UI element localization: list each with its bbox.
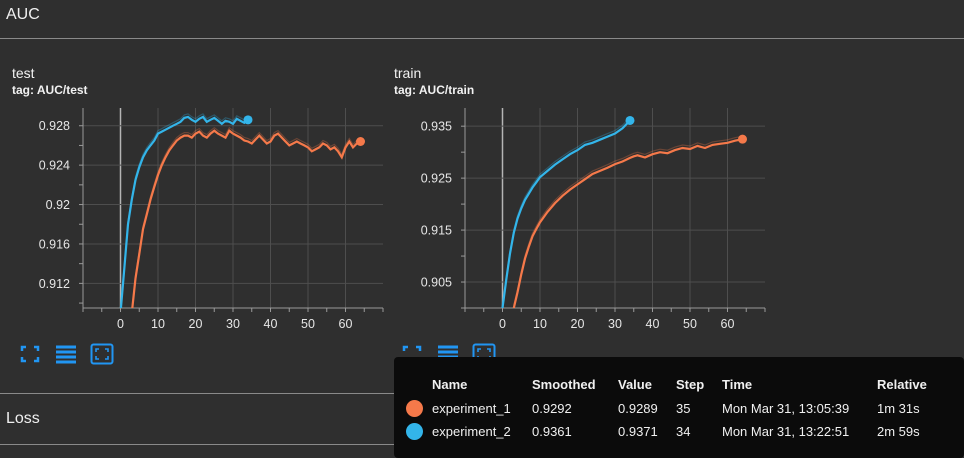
x-tick-label: 0 (499, 317, 506, 331)
col-step: Step (676, 377, 705, 392)
tooltip-header-row: Name Smoothed Value Step Time Relative (406, 377, 935, 397)
series-end-point-experiment_1 (738, 134, 747, 144)
fit-domain-icon[interactable] (400, 343, 424, 365)
series-raw-experiment_2 (120, 113, 249, 305)
col-value: Value (618, 377, 652, 392)
series-color-dot (406, 400, 423, 418)
x-tick-label: 10 (533, 317, 547, 331)
row-name: experiment_2 (432, 424, 511, 440)
card-tag: tag: AUC/train (394, 83, 475, 97)
y-tick-label: 0.916 (39, 237, 70, 251)
x-tick-label: 40 (646, 317, 660, 331)
x-tick-label: 50 (301, 317, 315, 331)
card-tag: tag: AUC/test (12, 83, 88, 97)
row-step: 35 (676, 401, 691, 417)
section-title: Loss (6, 410, 40, 427)
row-relative: 2m 59s (877, 424, 920, 440)
fullscreen-icon[interactable] (90, 343, 114, 365)
series-end-point-experiment_2 (625, 115, 635, 125)
col-relative: Relative (877, 377, 927, 392)
x-tick-label: 50 (683, 317, 697, 331)
row-smoothed: 0.9361 (532, 424, 572, 440)
y-tick-label: 0.935 (421, 120, 452, 134)
row-smoothed: 0.9292 (532, 401, 572, 417)
x-tick-label: 60 (339, 317, 353, 331)
x-tick-label: 30 (226, 317, 240, 331)
y-tick-label: 0.92 (46, 198, 70, 212)
x-tick-label: 20 (571, 317, 585, 331)
col-name: Name (432, 377, 468, 392)
y-tick-label: 0.924 (39, 159, 70, 173)
chart-tooltip: Name Smoothed Value Step Time Relative e… (394, 357, 964, 458)
y-tick-label: 0.912 (39, 277, 70, 291)
x-tick-label: 20 (189, 317, 203, 331)
row-value: 0.9289 (618, 401, 658, 417)
fit-domain-icon[interactable] (18, 343, 42, 365)
row-value: 0.9371 (618, 424, 658, 440)
tooltip-row: experiment_2 0.9361 0.9371 34 Mon Mar 31… (406, 420, 935, 443)
y-tick-label: 0.905 (421, 276, 452, 290)
y-tick-label: 0.928 (39, 119, 70, 133)
col-smoothed: Smoothed (532, 377, 596, 392)
row-time: Mon Mar 31, 13:22:51 (722, 424, 850, 440)
series-color-dot (406, 423, 423, 441)
series-line-experiment_2 (501, 119, 631, 308)
col-time: Time (722, 377, 753, 392)
x-tick-label: 40 (264, 317, 278, 331)
series-raw-experiment_1 (131, 126, 361, 305)
row-relative: 1m 31s (877, 401, 920, 417)
row-step: 34 (676, 424, 691, 440)
tooltip-table: Name Smoothed Value Step Time Relative e… (406, 377, 935, 443)
card-title: test (12, 65, 35, 81)
card-title: train (394, 65, 422, 81)
y-tick-label: 0.915 (421, 224, 452, 238)
row-time: Mon Mar 31, 13:05:39 (722, 401, 850, 417)
x-tick-label: 60 (721, 317, 735, 331)
series-end-point-experiment_2 (243, 115, 253, 125)
chart-train[interactable]: 0 10 20 30 40 50 60 0.905 0.915 0.925 0.935 (382, 100, 772, 340)
row-name: experiment_1 (432, 401, 511, 417)
x-tick-label: 10 (151, 317, 165, 331)
toggle-log-icon[interactable] (436, 343, 460, 365)
tooltip-row: experiment_1 0.9292 0.9289 35 Mon Mar 31… (406, 397, 935, 420)
y-tick-label: 0.925 (421, 172, 452, 186)
series-line-experiment_1 (512, 138, 743, 308)
section-title: AUC (6, 6, 40, 23)
x-tick-label: 0 (117, 317, 124, 331)
chart-test[interactable]: 0 10 20 30 40 50 60 0.912 0.916 0.92 0.924 0.928 (0, 100, 390, 340)
x-tick-label: 30 (608, 317, 622, 331)
series-line-experiment_2 (119, 115, 249, 308)
series-raw-experiment_1 (513, 135, 743, 305)
series-end-point-experiment_1 (356, 136, 365, 146)
toggle-log-icon[interactable] (54, 343, 78, 365)
auc-section-header[interactable]: AUC (0, 0, 964, 39)
series-line-experiment_1 (131, 129, 362, 308)
